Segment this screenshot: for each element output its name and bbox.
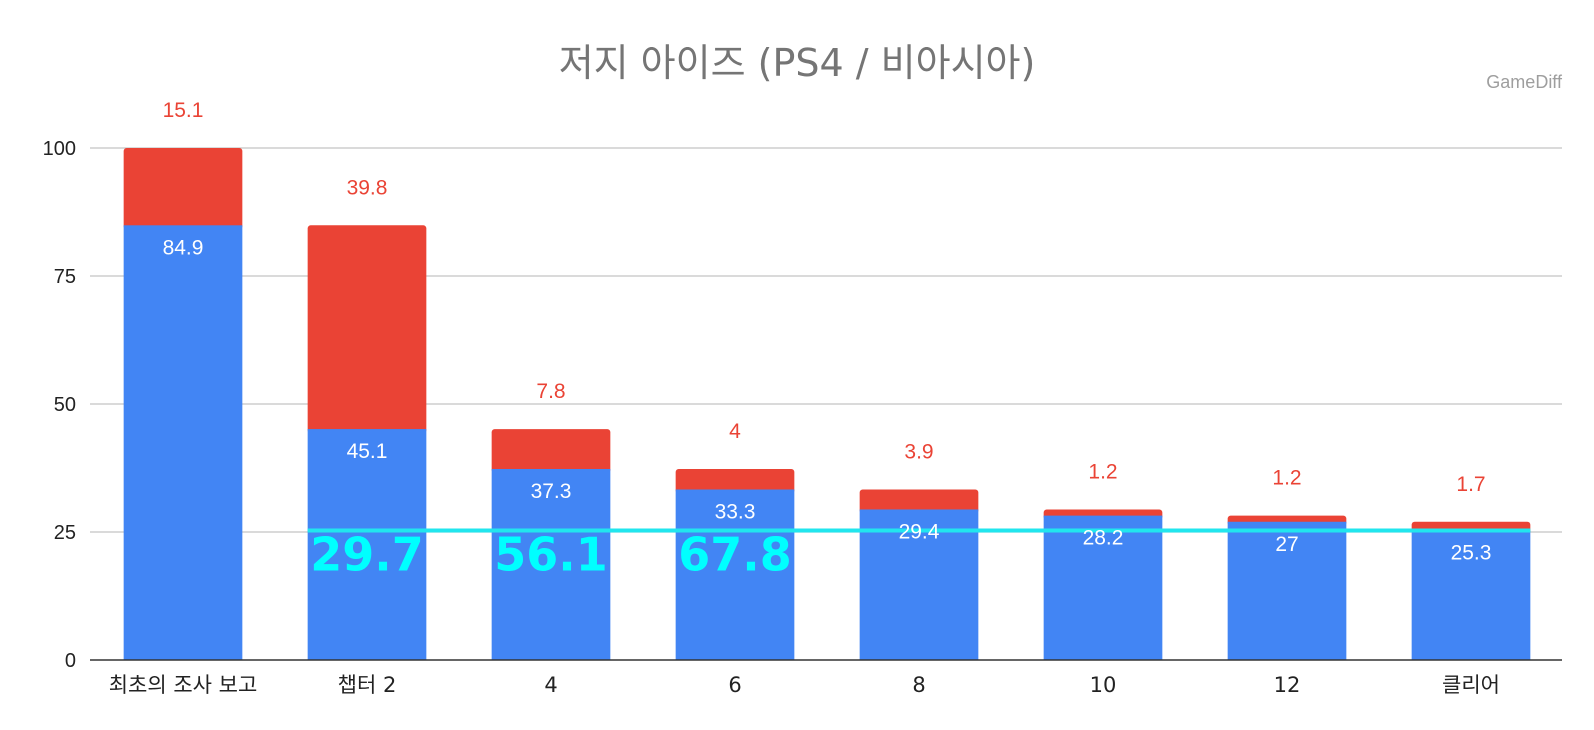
blue-value-label: 84.9 [163, 236, 204, 259]
red-value-label: 1.7 [1456, 473, 1485, 496]
x-category-label: 8 [912, 673, 925, 697]
bar-segment-blue [491, 469, 611, 660]
y-tick-label: 25 [54, 522, 76, 544]
bar-segment-blue [1227, 521, 1347, 660]
bar-segment-red [675, 469, 795, 494]
x-category-label: 10 [1090, 673, 1117, 697]
x-category-label: 클리어 [1442, 673, 1500, 697]
red-value-label: 39.8 [347, 176, 388, 199]
y-tick-label: 100 [43, 138, 76, 160]
bar-segment-red [859, 489, 979, 514]
chart-title: 저지 아이즈 (PS4 / 비아시아) [559, 41, 1036, 85]
x-category-label: 6 [728, 673, 741, 697]
y-tick-label: 75 [54, 266, 76, 288]
y-axis-ticks: 0 25 50 75 100 [43, 138, 76, 672]
bars [123, 148, 1531, 660]
watermark: GameDiff [1486, 72, 1563, 92]
red-value-label: 3.9 [904, 441, 933, 464]
x-axis: 최초의 조사 보고 챕터 2 4 6 8 10 12 클리어 [90, 659, 1562, 697]
data-labels: 84.9 15.1 45.1 39.8 37.3 7.8 33.3 4 29.4 3.9 28.2 1… [163, 99, 1492, 581]
x-category-label: 최초의 조사 보고 [109, 673, 258, 697]
y-tick-label: 50 [54, 394, 76, 416]
bar-segment-blue [675, 489, 795, 660]
bar-segment-red [307, 225, 427, 434]
bar-segment-blue [859, 509, 979, 660]
y-tick-label: 0 [65, 650, 76, 672]
bar-segment-blue [123, 225, 243, 660]
red-value-label: 15.1 [163, 99, 204, 122]
highlight-label: 67.8 [678, 527, 792, 581]
bar-segment-blue [1043, 515, 1163, 660]
blue-value-label: 37.3 [531, 480, 572, 503]
blue-value-label: 25.3 [1451, 541, 1492, 564]
x-category-label: 챕터 2 [338, 673, 397, 697]
x-category-label: 4 [544, 673, 557, 697]
blue-value-label: 33.3 [715, 501, 756, 524]
red-value-label: 7.8 [536, 380, 565, 403]
blue-value-label: 27 [1275, 533, 1298, 556]
highlight-label: 29.7 [310, 527, 424, 581]
bar-segment-blue [1411, 530, 1531, 660]
x-category-label: 12 [1274, 673, 1301, 697]
bar-segment-blue [307, 429, 427, 660]
bar-segment-red [123, 148, 243, 230]
blue-value-label: 28.2 [1083, 527, 1124, 550]
red-value-label: 4 [729, 420, 741, 443]
red-value-label: 1.2 [1088, 460, 1117, 483]
bar-segment-red [491, 429, 611, 474]
red-value-label: 1.2 [1272, 467, 1301, 490]
blue-value-label: 29.4 [899, 520, 940, 543]
highlight-label: 56.1 [494, 527, 608, 581]
blue-value-label: 45.1 [347, 440, 388, 463]
